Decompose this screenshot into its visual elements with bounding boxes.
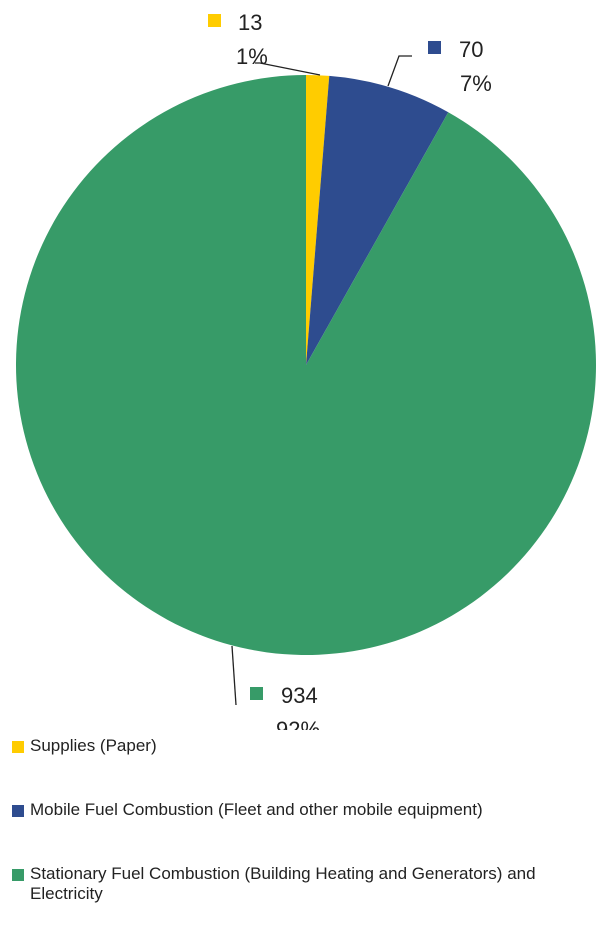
legend-label: Mobile Fuel Combustion (Fleet and other …	[30, 800, 483, 819]
data-label-percent: 7%	[460, 71, 492, 96]
legend-label: Stationary Fuel Combustion (Building Hea…	[30, 864, 536, 903]
legend-item: Stationary Fuel Combustion (Building Hea…	[12, 864, 607, 904]
legend-item: Supplies (Paper)	[12, 736, 607, 756]
pie-slice	[15, 75, 597, 655]
data-label-percent: 1%	[236, 44, 268, 69]
pie-slice	[306, 75, 449, 365]
pie-slice	[306, 75, 330, 365]
legend: Supplies (Paper) Mobile Fuel Combustion …	[12, 736, 607, 948]
leader-line	[387, 55, 412, 87]
leader-line	[255, 62, 321, 76]
data-label-percent: 92%	[276, 717, 320, 730]
legend-swatch-icon	[12, 805, 24, 817]
legend-item: Mobile Fuel Combustion (Fleet and other …	[12, 800, 607, 820]
legend-swatch-icon	[12, 869, 24, 881]
label-swatch-icon	[208, 14, 221, 27]
label-swatch-icon	[250, 687, 263, 700]
label-swatch-icon	[428, 41, 441, 54]
data-label-value: 13	[238, 10, 262, 35]
data-label-value: 934	[281, 683, 318, 708]
legend-label: Supplies (Paper)	[30, 736, 157, 755]
legend-swatch-icon	[12, 741, 24, 753]
leader-line	[231, 645, 237, 706]
pie-chart: 13 1% 70 7% 934 92%	[15, 10, 597, 730]
data-label-value: 70	[459, 37, 483, 62]
